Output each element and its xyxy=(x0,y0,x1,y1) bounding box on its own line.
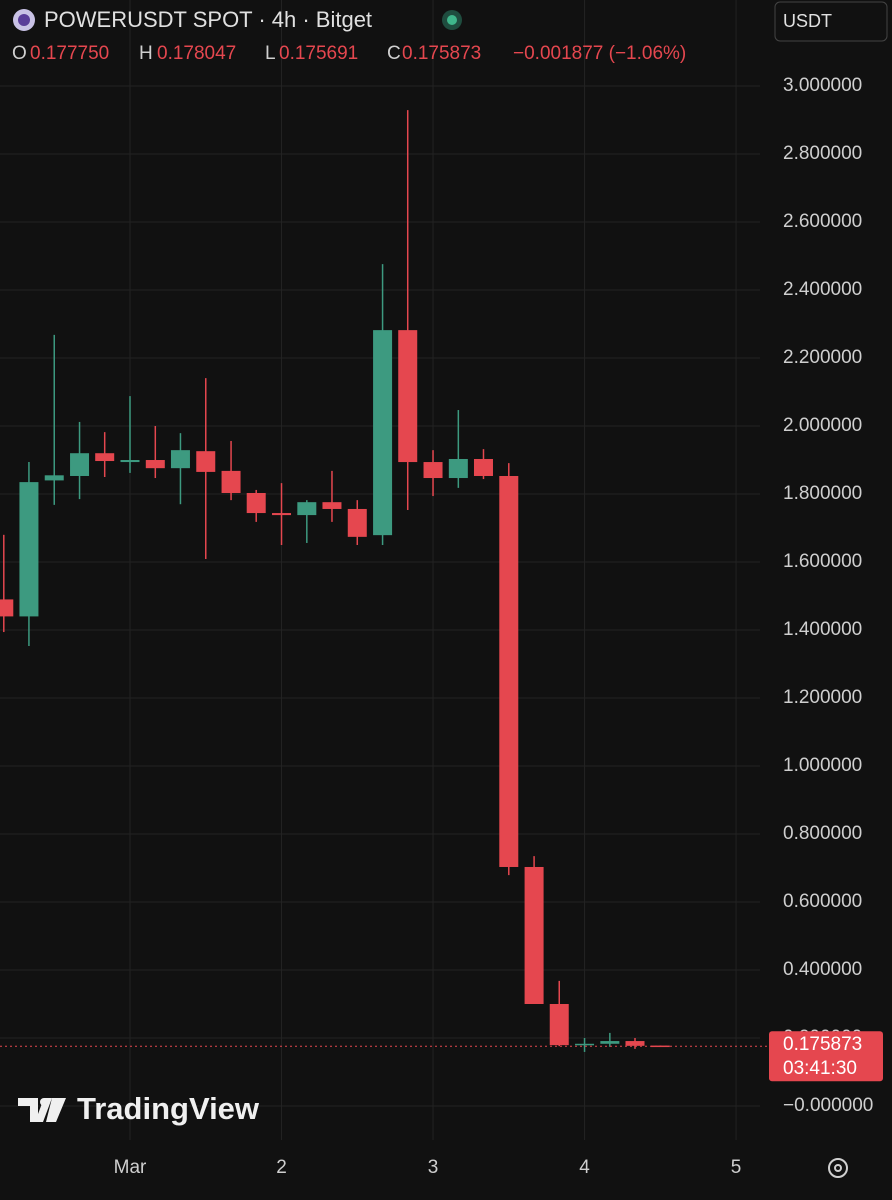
y-tick-label: 0.400000 xyxy=(783,959,862,980)
ohlc-value: 0.178047 xyxy=(157,43,236,64)
candle-body xyxy=(246,492,266,514)
x-tick-label: 5 xyxy=(731,1157,742,1178)
change: −0.001877 (−1.06%) xyxy=(513,43,686,64)
y-tick-label: 0.600000 xyxy=(783,891,862,912)
x-tick-label: 4 xyxy=(579,1157,590,1178)
candle-body xyxy=(221,470,241,493)
candle-body xyxy=(272,513,292,516)
coin-icon-inner xyxy=(18,14,30,26)
candle-body xyxy=(600,1041,620,1044)
candle-body xyxy=(549,1004,569,1046)
candle-body xyxy=(575,1043,595,1046)
candle-body xyxy=(398,330,418,463)
y-tick-label: 2.600000 xyxy=(783,211,862,232)
ohlc-key: H xyxy=(139,43,153,64)
candle-body xyxy=(196,451,216,472)
candle-body xyxy=(423,462,443,479)
y-tick-label: 2.000000 xyxy=(783,415,862,436)
grid xyxy=(0,0,760,1140)
candle-body xyxy=(625,1041,645,1046)
y-tick-label: 1.200000 xyxy=(783,687,862,708)
currency-select[interactable] xyxy=(774,1,888,42)
logo-text: TradingView xyxy=(77,1091,260,1126)
y-tick-label: 1.000000 xyxy=(783,755,862,776)
candle-body xyxy=(170,450,190,469)
ohlc-key: O xyxy=(12,43,27,64)
candle-body xyxy=(322,502,342,509)
candle-body xyxy=(499,475,519,867)
y-tick-label: 3.000000 xyxy=(783,75,862,96)
currency-label: USDT xyxy=(783,11,832,31)
candle-body xyxy=(473,458,493,476)
y-tick-label: 0.800000 xyxy=(783,823,862,844)
candle-body xyxy=(524,866,544,1005)
price-tag xyxy=(769,1031,883,1082)
settings-button[interactable] xyxy=(828,1158,848,1178)
y-tick-label: 1.600000 xyxy=(783,551,862,572)
candle-body xyxy=(373,330,393,536)
settings-button-center xyxy=(834,1164,842,1172)
y-tick-label: 2.800000 xyxy=(783,143,862,164)
x-tick-label: Mar xyxy=(114,1157,147,1178)
logo-icon-dot xyxy=(40,1098,48,1106)
candle-body xyxy=(347,508,367,537)
market-status-dot xyxy=(447,15,457,25)
ohlc-value: 0.175691 xyxy=(279,43,358,64)
candle-body xyxy=(70,453,90,476)
axes: 3.000000 2.800000 2.600000 2.400000 2.200000… xyxy=(0,75,883,1178)
price-tag-countdown: 03:41:30 xyxy=(783,1058,857,1079)
candle-body xyxy=(448,458,468,479)
price-tag-price: 0.175873 xyxy=(783,1034,862,1055)
y-tick-label: 2.400000 xyxy=(783,279,862,300)
symbol-title: POWERUSDT SPOT · 4h · Bitget xyxy=(44,7,372,32)
candle-body xyxy=(19,482,39,617)
candle-body xyxy=(44,475,64,481)
y-tick-label: 2.200000 xyxy=(783,347,862,368)
x-tick-label: 2 xyxy=(276,1157,287,1178)
logo-icon-mark xyxy=(46,1098,66,1122)
candle-body xyxy=(145,460,165,469)
y-tick-label: 1.400000 xyxy=(783,619,862,640)
x-tick-label: 3 xyxy=(428,1157,439,1178)
candles xyxy=(0,110,670,1052)
ohlc-key: C xyxy=(387,43,401,64)
candle-body xyxy=(120,460,140,463)
candle-body xyxy=(297,502,317,516)
ohlc-key: L xyxy=(265,43,276,64)
candle-body xyxy=(95,453,115,462)
ohlc-value: 0.177750 xyxy=(30,43,109,64)
y-tick-label: 1.800000 xyxy=(783,483,862,504)
y-tick-label: −0.000000 xyxy=(783,1095,873,1116)
candle-body xyxy=(0,599,14,617)
ohlc-value: 0.175873 xyxy=(402,43,481,64)
